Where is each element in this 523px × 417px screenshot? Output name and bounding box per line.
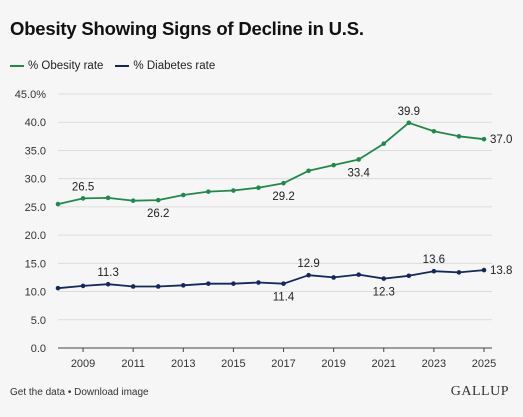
data-label-diabetes: 12.9 xyxy=(297,258,319,270)
data-point-obesity xyxy=(456,134,462,139)
chart-footer: Get the data • Download image xyxy=(10,387,149,398)
series-line-diabetes xyxy=(57,269,485,290)
data-point-obesity xyxy=(231,188,236,193)
data-point-diabetes xyxy=(231,281,236,286)
x-tick-label: 2009 xyxy=(71,358,95,370)
data-point-obesity xyxy=(105,195,111,201)
data-point-obesity xyxy=(155,197,161,203)
data-point-diabetes xyxy=(206,281,211,286)
data-point-obesity xyxy=(381,141,387,146)
data-point-diabetes xyxy=(481,267,487,273)
data-point-obesity xyxy=(406,120,412,126)
data-point-diabetes xyxy=(356,272,362,277)
data-label-obesity: 39.9 xyxy=(398,106,420,118)
data-point-diabetes xyxy=(381,276,387,281)
data-label-obesity: 33.4 xyxy=(348,167,371,179)
data-point-obesity xyxy=(206,189,211,194)
data-point-diabetes xyxy=(180,283,186,288)
data-point-obesity xyxy=(356,157,362,162)
x-tick-label: 2013 xyxy=(171,358,195,370)
legend-label-obesity: % Obesity rate xyxy=(28,60,104,72)
y-tick-label: 25.0 xyxy=(25,202,46,214)
x-tick-label: 2019 xyxy=(321,358,345,370)
data-point-obesity xyxy=(481,136,487,142)
data-point-obesity xyxy=(80,196,86,201)
data-point-obesity xyxy=(55,201,61,207)
legend-swatch-obesity xyxy=(10,65,24,67)
data-label-obesity: 26.5 xyxy=(72,181,94,193)
data-label-obesity: 37.0 xyxy=(490,134,512,146)
data-point-diabetes xyxy=(256,280,261,285)
data-label-diabetes: 11.3 xyxy=(97,267,119,279)
data-point-obesity xyxy=(331,162,336,168)
get-data-link[interactable]: Get the data xyxy=(10,387,66,398)
data-label-diabetes: 13.6 xyxy=(423,254,445,266)
data-label-diabetes: 12.3 xyxy=(373,287,395,299)
x-tick-label: 2017 xyxy=(271,358,295,370)
data-label-obesity: 26.2 xyxy=(147,208,169,220)
x-tick-label: 2025 xyxy=(472,358,496,370)
data-point-obesity xyxy=(256,185,261,190)
data-point-diabetes xyxy=(431,268,437,274)
chart-title: Obesity Showing Signs of Decline in U.S. xyxy=(10,18,364,39)
x-tick-label: 2015 xyxy=(221,358,245,370)
data-label-obesity: 29.2 xyxy=(272,191,294,203)
gallup-logo: GALLUP xyxy=(450,384,509,399)
y-tick-label: 20.0 xyxy=(25,230,46,242)
legend-swatch-diabetes xyxy=(115,65,130,67)
download-image-link[interactable]: Download image xyxy=(74,387,149,398)
data-point-diabetes xyxy=(155,284,161,289)
y-tick-label: 5.0 xyxy=(31,315,46,327)
x-tick-label: 2021 xyxy=(372,358,396,370)
y-tick-label: 45.0% xyxy=(15,89,46,101)
data-point-diabetes xyxy=(281,281,286,286)
data-point-obesity xyxy=(281,180,286,186)
data-point-diabetes xyxy=(306,272,311,278)
data-point-diabetes xyxy=(55,285,61,291)
y-tick-label: 30.0 xyxy=(25,174,46,186)
data-point-obesity xyxy=(431,128,437,134)
legend-item-diabetes: % Diabetes rate xyxy=(115,60,215,72)
data-point-obesity xyxy=(180,192,186,198)
x-tick-label: 2023 xyxy=(422,358,446,370)
line-chart: 0.0 5.0 10.0 15.0 20.0 25.0 30.0 35.0 40.0 45.0% 2… xyxy=(15,89,513,370)
data-point-diabetes xyxy=(105,281,111,287)
data-label-diabetes: 11.4 xyxy=(273,292,295,304)
y-tick-label: 15.0 xyxy=(25,258,46,270)
y-tick-label: 0.0 xyxy=(31,343,46,355)
x-tick-label: 2011 xyxy=(121,358,145,370)
footer-separator: • xyxy=(65,387,75,398)
data-point-diabetes xyxy=(331,275,336,280)
data-point-diabetes xyxy=(406,273,412,279)
y-tick-label: 10.0 xyxy=(25,287,46,299)
data-label-diabetes: 13.8 xyxy=(490,265,512,277)
data-point-diabetes xyxy=(456,270,462,275)
chart-legend: % Obesity rate % Diabetes rate xyxy=(10,60,227,72)
y-tick-label: 35.0 xyxy=(25,145,46,157)
legend-label-diabetes: % Diabetes rate xyxy=(133,60,216,72)
data-point-obesity xyxy=(130,198,136,203)
legend-item-obesity: % Obesity rate xyxy=(10,60,103,72)
series-line-obesity xyxy=(57,121,485,205)
data-point-diabetes xyxy=(130,284,136,289)
data-point-obesity xyxy=(306,168,311,174)
y-tick-label: 40.0 xyxy=(25,117,46,129)
data-point-diabetes xyxy=(80,283,86,289)
